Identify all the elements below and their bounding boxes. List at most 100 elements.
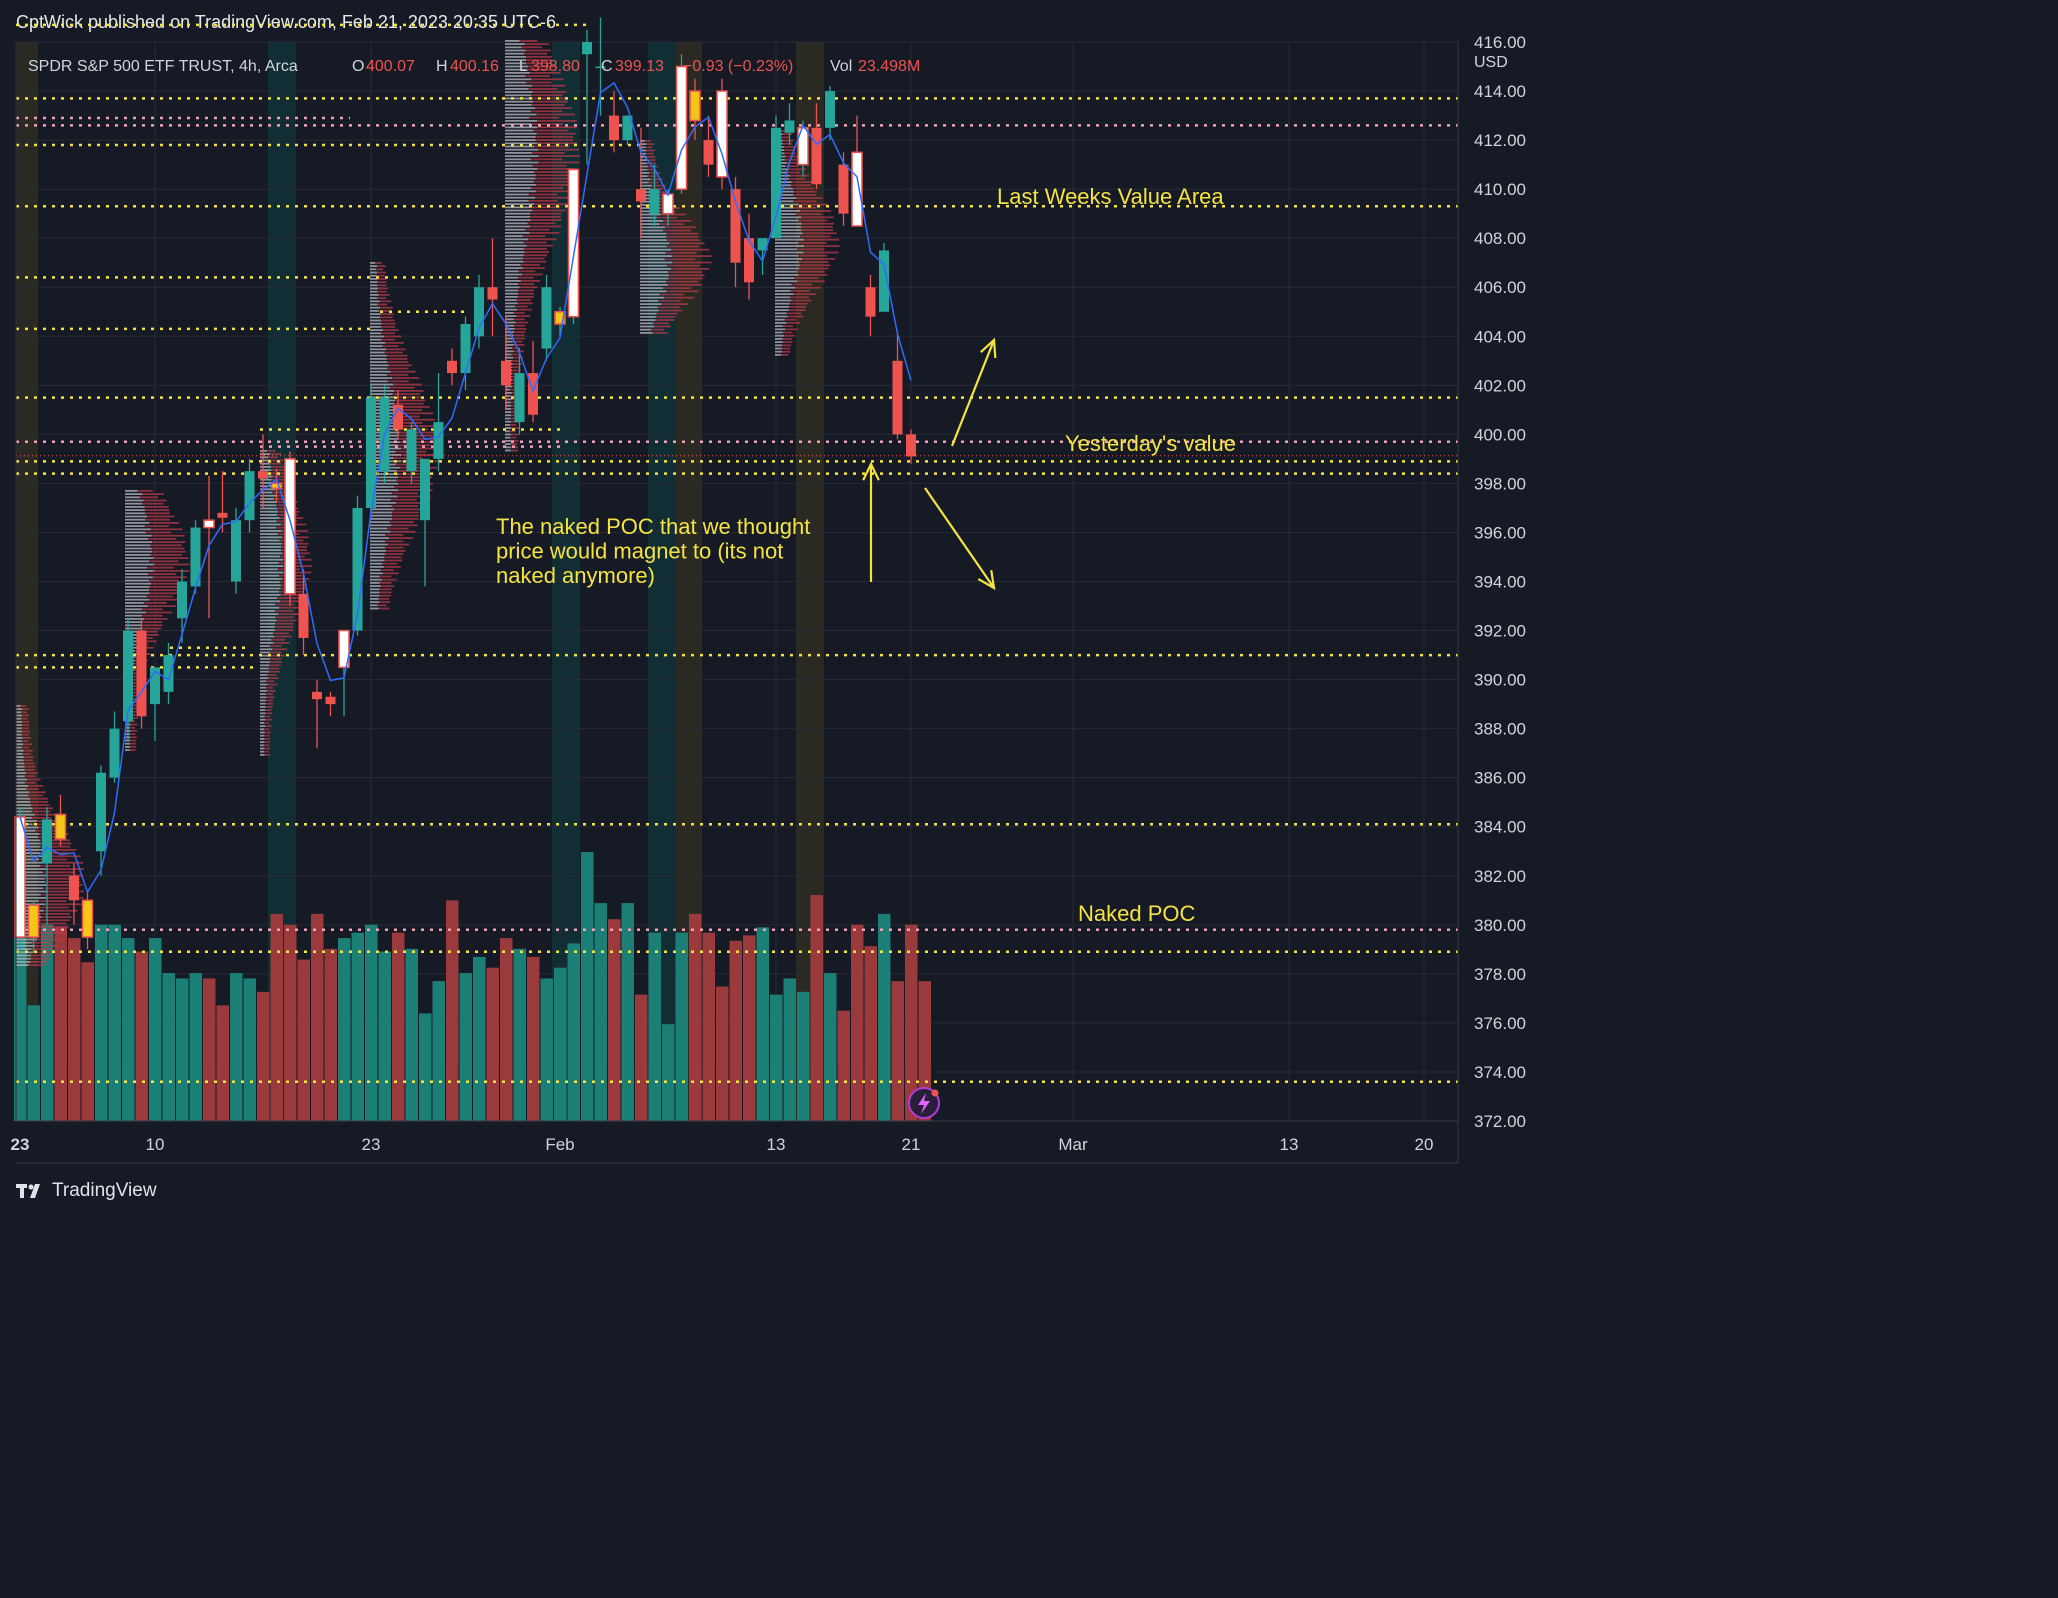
y-tick-label: 398.00: [1474, 474, 1526, 493]
profile-0-row: [28, 794, 44, 797]
volume-bar: [513, 948, 526, 1121]
profile-4-row: [505, 97, 533, 100]
profile-4-row: [528, 88, 558, 90]
volume-bar: [905, 924, 918, 1121]
profile-2-row: [264, 747, 270, 750]
profile-2-row: [268, 677, 279, 679]
profile-3-row: [370, 300, 380, 303]
legend-l-label: L: [519, 58, 528, 75]
profile-3-row: [370, 297, 378, 299]
profile-6-row: [797, 270, 825, 273]
profile-1-row: [125, 733, 130, 735]
profile-4-row: [532, 91, 567, 93]
profile-0-row: [21, 717, 28, 720]
profile-4-row: [523, 254, 547, 257]
profile-3-row: [382, 562, 398, 565]
profile-0-row: [26, 788, 40, 790]
profile-0-row: [16, 778, 28, 781]
profile-6-row: [775, 181, 792, 183]
profile-1-row: [125, 506, 145, 508]
profile-3-row: [379, 588, 392, 591]
profile-4-row: [505, 257, 523, 260]
candle-body: [554, 311, 566, 325]
profile-2-row: [260, 731, 265, 734]
profile-1-row: [129, 749, 136, 751]
profile-1-row: [130, 736, 137, 739]
volume-bar: [810, 895, 823, 1121]
profile-3-row: [389, 537, 413, 539]
profile-2-row: [269, 453, 282, 455]
candle-body: [879, 250, 889, 312]
profile-4-row: [505, 139, 536, 141]
profile-3-row: [370, 530, 391, 533]
profile-5-row: [640, 319, 656, 321]
profile-4-row: [505, 155, 539, 157]
profile-4-row: [511, 433, 519, 436]
profile-4-row: [505, 152, 532, 154]
profile-3-row: [370, 390, 395, 392]
price-chart[interactable]: Last Weeks Value Area Yesterday's value Th…: [0, 0, 1568, 1218]
candle-body: [420, 458, 430, 521]
profile-4-row: [505, 433, 512, 436]
profile-4-row: [535, 139, 574, 141]
profile-3-row: [370, 511, 393, 514]
volume-bar: [54, 927, 67, 1121]
profile-2-row: [263, 750, 269, 753]
profile-6-row: [782, 133, 792, 135]
volume-bar: [176, 978, 189, 1121]
profile-5-row: [662, 229, 692, 232]
legend-c-value: 399.13: [615, 58, 664, 75]
profile-4-row: [505, 449, 511, 452]
profile-4-row: [505, 436, 511, 439]
profile-6-row: [795, 213, 822, 215]
legend-h-value: 400.16: [450, 58, 499, 75]
profile-6-row: [782, 341, 793, 343]
profile-3-row: [379, 594, 392, 597]
profile-2-row: [273, 642, 290, 644]
profile-1-row: [130, 746, 137, 748]
profile-4-row: [530, 94, 563, 97]
profile-5-row: [663, 220, 692, 222]
profile-2-row: [260, 738, 265, 740]
profile-3-row: [370, 322, 382, 325]
profile-5-row: [656, 216, 678, 219]
profile-2-row: [260, 510, 278, 513]
profile-2-row: [280, 600, 305, 603]
profile-4-row: [530, 219, 562, 221]
profile-6-row: [782, 142, 793, 145]
profile-0-row: [21, 724, 29, 726]
profile-3-row: [394, 396, 425, 399]
profile-6-row: [775, 245, 805, 247]
profile-4-row: [537, 120, 577, 122]
profile-4-row: [533, 145, 570, 148]
profile-4-row: [505, 235, 524, 237]
profile-5-row: [656, 312, 678, 315]
profile-3-row: [370, 326, 382, 328]
volume-bar: [81, 962, 94, 1121]
profile-2-row: [272, 491, 288, 494]
profile-1-row: [144, 509, 170, 511]
profile-2-row: [272, 648, 288, 651]
candle-body: [366, 397, 376, 508]
profile-4-row: [505, 171, 535, 173]
profile-2-row: [267, 690, 276, 692]
profile-3-row: [384, 559, 403, 562]
profile-4-row: [505, 440, 512, 442]
profile-3-row: [370, 268, 376, 271]
profile-3-row: [370, 377, 393, 379]
profile-4-row: [505, 209, 533, 212]
profile-5-row: [640, 268, 672, 270]
profile-3-row: [383, 566, 401, 568]
profile-0-row: [40, 842, 72, 845]
alert-button[interactable]: [908, 1087, 940, 1119]
profile-3-row: [370, 518, 392, 520]
profile-1-row: [125, 502, 143, 505]
profile-6-row: [802, 232, 837, 235]
profile-2-row: [260, 568, 278, 571]
candle-body: [797, 127, 809, 166]
profile-6-row: [796, 197, 823, 199]
volume-bar: [41, 924, 54, 1121]
profile-3-row: [377, 278, 387, 280]
profile-3-row: [379, 601, 391, 603]
profile-1-row: [140, 634, 160, 636]
